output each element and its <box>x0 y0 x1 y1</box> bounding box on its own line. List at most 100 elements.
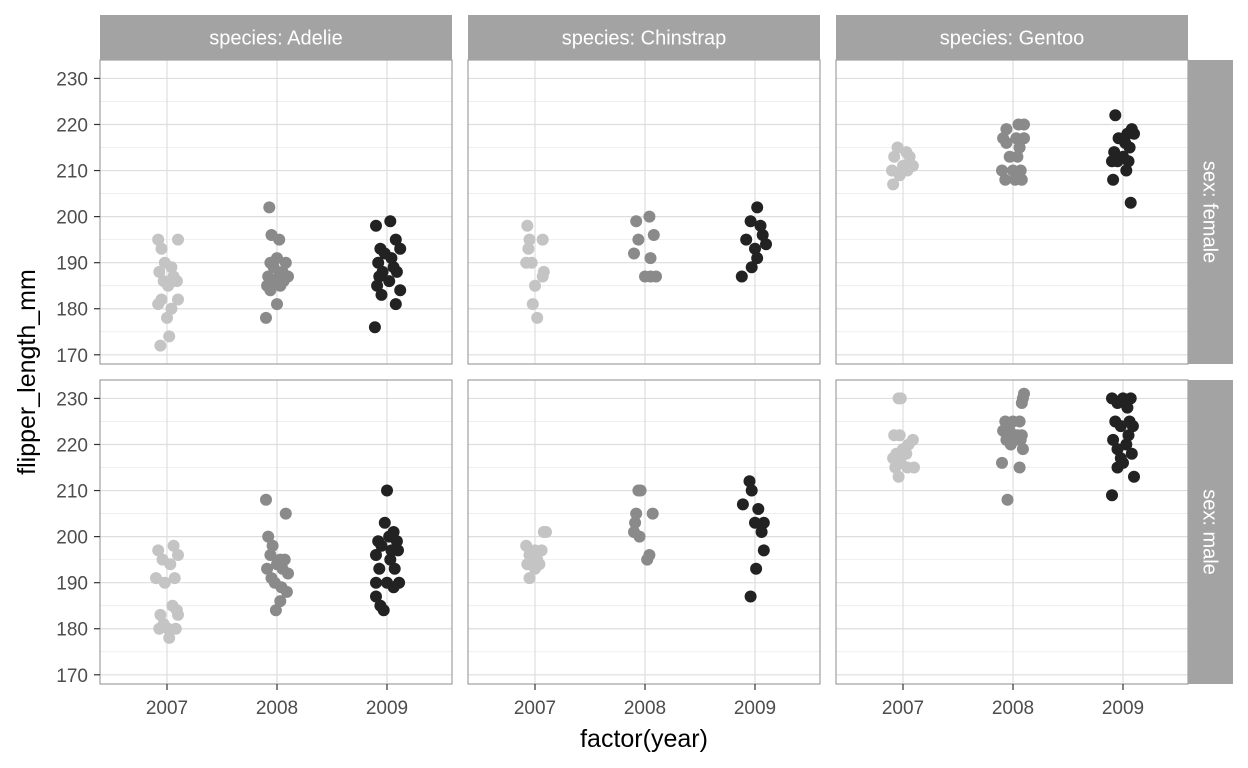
y-tick-label: 190 <box>56 254 88 275</box>
data-point-2007 <box>168 572 181 585</box>
data-point-2009 <box>392 544 404 557</box>
data-point-2008 <box>279 256 292 269</box>
data-point-2008 <box>273 233 286 246</box>
row-strip-male <box>1188 380 1233 684</box>
data-point-2009 <box>388 562 401 575</box>
y-tick-label: 230 <box>56 69 88 90</box>
data-point-2009 <box>387 581 400 594</box>
data-point-2008 <box>264 549 277 561</box>
data-point-2008 <box>1000 136 1013 149</box>
data-point-2009 <box>394 242 407 255</box>
panels-layer <box>99 59 1189 685</box>
data-point-2008 <box>280 585 293 598</box>
column-strip-label: species: Chinstrap <box>562 28 727 50</box>
data-point-2008 <box>641 553 654 566</box>
data-point-2009 <box>378 516 391 529</box>
data-point-2007 <box>165 261 178 274</box>
y-tick-label: 190 <box>56 574 88 595</box>
data-point-2008 <box>1000 123 1013 136</box>
data-point-2009 <box>384 215 397 228</box>
data-point-2008 <box>1014 433 1027 446</box>
data-point-2009 <box>1109 109 1122 122</box>
data-point-2009 <box>394 284 407 297</box>
panel-background <box>836 60 1188 364</box>
data-point-2009 <box>389 298 402 311</box>
data-point-2009 <box>749 516 761 529</box>
data-point-2008 <box>267 261 280 274</box>
data-point-2007 <box>172 233 184 246</box>
y-tick-label: 200 <box>56 528 88 549</box>
data-point-2009 <box>384 553 397 566</box>
row-strip-female <box>1188 60 1233 364</box>
data-point-2007 <box>172 293 184 306</box>
data-point-2007 <box>521 219 534 232</box>
y-tick-label: 210 <box>56 482 88 503</box>
data-point-2007 <box>535 544 548 557</box>
data-point-2009 <box>1108 146 1121 159</box>
data-point-2007 <box>164 558 177 571</box>
data-point-2008 <box>1011 150 1024 163</box>
data-point-2007 <box>152 233 165 246</box>
row-strip-label: sex: female <box>1199 161 1221 263</box>
data-point-2008 <box>1015 173 1028 186</box>
data-point-2008 <box>262 530 275 543</box>
data-point-2009 <box>370 590 382 603</box>
data-point-2008 <box>632 233 645 246</box>
data-point-2009 <box>749 242 761 255</box>
data-point-2008 <box>1013 141 1026 154</box>
data-point-2007 <box>536 233 549 246</box>
data-point-2009 <box>744 590 757 603</box>
data-point-2007 <box>520 539 533 552</box>
data-point-2008 <box>260 493 272 506</box>
data-point-2009 <box>1106 489 1118 502</box>
data-point-2007 <box>167 539 180 552</box>
y-axis-title: flipper_length_mm <box>13 269 41 475</box>
data-point-2007 <box>161 311 173 324</box>
y-tick-label: 220 <box>56 435 88 456</box>
y-tick-label: 220 <box>56 115 88 136</box>
data-point-2009 <box>1125 447 1138 460</box>
data-point-2009 <box>1122 155 1135 168</box>
data-point-2009 <box>1120 438 1133 451</box>
panel-female-Chinstrap <box>467 59 821 365</box>
data-point-2008 <box>264 284 277 297</box>
data-point-2009 <box>383 275 396 288</box>
data-point-2009 <box>1114 420 1127 433</box>
data-point-2009 <box>1107 433 1120 446</box>
data-point-2009 <box>371 279 384 292</box>
data-point-2007 <box>163 631 176 644</box>
data-point-2008 <box>1013 415 1026 428</box>
data-point-2009 <box>744 215 757 228</box>
data-point-2008 <box>260 311 272 324</box>
data-point-2009 <box>389 233 402 246</box>
data-point-2007 <box>888 150 901 163</box>
data-point-2009 <box>1111 443 1124 456</box>
data-point-2008 <box>269 604 282 617</box>
data-point-2009 <box>1124 392 1137 405</box>
data-point-2009 <box>1128 470 1140 483</box>
y-tick-label: 210 <box>56 162 88 183</box>
data-point-2008 <box>630 215 643 228</box>
data-point-2007 <box>892 470 905 483</box>
data-point-2009 <box>1107 173 1120 186</box>
data-point-2008 <box>650 270 662 283</box>
data-point-2009 <box>736 498 749 511</box>
panel-female-Adelie <box>99 59 453 365</box>
data-point-2009 <box>745 484 758 497</box>
y-tick-label: 200 <box>56 208 88 229</box>
column-strip-label: species: Gentoo <box>940 28 1085 50</box>
column-strip-Adelie <box>100 15 452 60</box>
data-point-2009 <box>1111 461 1124 474</box>
data-point-2009 <box>1111 155 1124 168</box>
data-point-2007 <box>154 339 167 352</box>
data-point-2007 <box>894 392 907 405</box>
data-point-2009 <box>1121 401 1134 414</box>
data-point-2007 <box>169 622 182 635</box>
data-point-2007 <box>531 311 544 324</box>
data-point-2008 <box>263 201 276 214</box>
data-point-2009 <box>752 503 765 515</box>
data-point-2009 <box>373 562 386 575</box>
data-point-2007 <box>540 526 552 538</box>
data-point-2007 <box>908 461 920 474</box>
strips-layer: species: Adelie species: Chinstrap species… <box>100 15 1233 684</box>
